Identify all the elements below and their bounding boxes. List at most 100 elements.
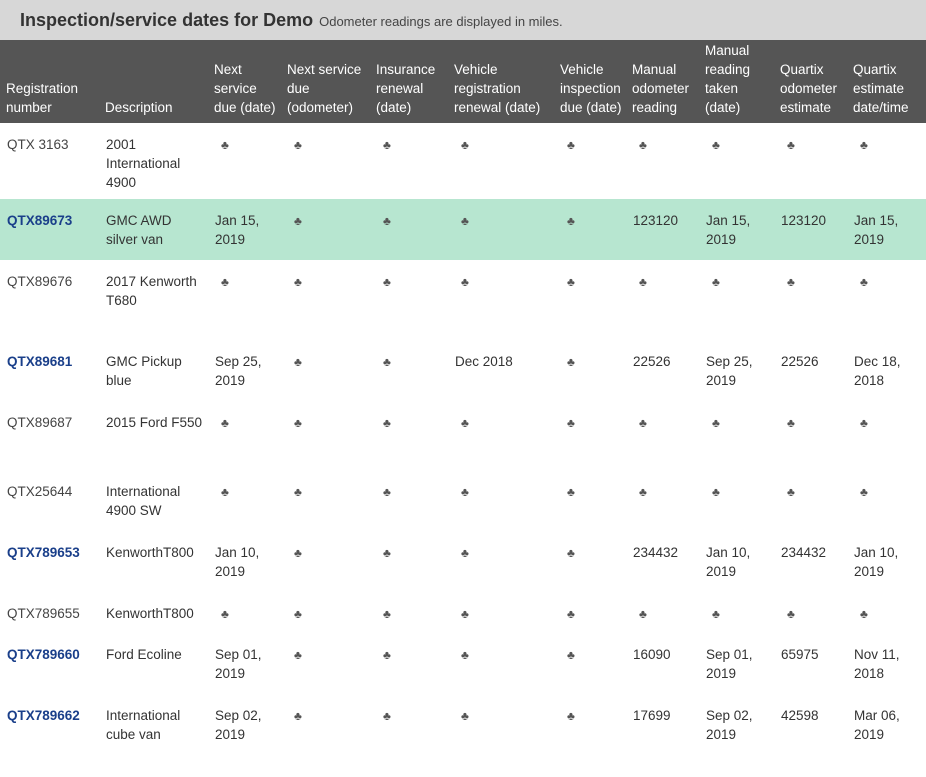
next-service-date-cell: ♣ bbox=[208, 592, 281, 633]
table-row: QTX789660 Ford Ecoline Sep 01, 2019 ♣ ♣ ♣ ♣ 160… bbox=[0, 633, 926, 694]
next-service-date-cell: ♣ bbox=[208, 470, 281, 531]
insurance-renewal-cell: ♣ bbox=[370, 470, 448, 531]
insurance-renewal-cell: ♣ bbox=[370, 401, 448, 470]
column-header-next-service-date[interactable]: Next service due (date) bbox=[208, 40, 281, 123]
insurance-renewal-cell: ♣ bbox=[370, 123, 448, 199]
quartix-odometer-cell: 22526 bbox=[781, 354, 819, 369]
column-header-inspection-due[interactable]: Vehicle inspection due (date) bbox=[554, 40, 626, 123]
next-service-odometer-cell: ♣ bbox=[281, 340, 370, 401]
empty-value-icon: ♣ bbox=[567, 275, 575, 289]
registration-cell: QTX25644 bbox=[0, 470, 99, 531]
description-cell: GMC Pickup blue bbox=[106, 354, 182, 388]
column-header-description[interactable]: Description bbox=[99, 40, 208, 123]
empty-value-icon: ♣ bbox=[294, 546, 302, 560]
manual-odometer-cell: 22526 bbox=[633, 354, 671, 369]
column-header-insurance-renewal[interactable]: Insurance renewal (date) bbox=[370, 40, 448, 123]
inspection-due-cell: ♣ bbox=[554, 633, 626, 694]
empty-value-icon: ♣ bbox=[461, 607, 469, 621]
insurance-renewal-cell: ♣ bbox=[370, 592, 448, 633]
empty-value-icon: ♣ bbox=[221, 275, 229, 289]
inspection-due-cell: ♣ bbox=[554, 531, 626, 592]
registration-renewal-cell: ♣ bbox=[448, 260, 554, 340]
quartix-estimate-date-cell: ♣ bbox=[847, 470, 926, 531]
inspection-due-cell: ♣ bbox=[554, 470, 626, 531]
registration-renewal-cell: ♣ bbox=[448, 401, 554, 470]
description-cell: KenworthT800 bbox=[106, 606, 194, 621]
manual-odometer-cell: 234432 bbox=[633, 545, 679, 560]
empty-value-icon: ♣ bbox=[712, 275, 720, 289]
table-row: QTX789653 KenworthT800 Jan 10, 2019 ♣ ♣ ♣ ♣ 234… bbox=[0, 531, 926, 592]
column-header-quartix-estimate-date[interactable]: Quartix estimate date/time bbox=[847, 40, 926, 123]
empty-value-icon: ♣ bbox=[383, 138, 391, 152]
empty-value-icon: ♣ bbox=[383, 485, 391, 499]
registration-link[interactable]: QTX89673 bbox=[7, 213, 73, 228]
manual-reading-date-cell: ♣ bbox=[699, 123, 774, 199]
insurance-renewal-cell: ♣ bbox=[370, 633, 448, 694]
quartix-estimate-date-cell: ♣ bbox=[847, 123, 926, 199]
registration-renewal-cell: ♣ bbox=[448, 694, 554, 754]
description-cell: KenworthT800 bbox=[106, 545, 194, 560]
empty-value-icon: ♣ bbox=[294, 138, 302, 152]
registration-cell: QTX789660 bbox=[0, 633, 99, 694]
insurance-renewal-cell: ♣ bbox=[370, 694, 448, 754]
empty-value-icon: ♣ bbox=[567, 355, 575, 369]
column-header-registration-renewal[interactable]: Vehicle registration renewal (date) bbox=[448, 40, 554, 123]
manual-odometer-cell: ♣ bbox=[626, 123, 699, 199]
column-header-quartix-odometer[interactable]: Quartix odometer estimate bbox=[774, 40, 847, 123]
registration-cell: QTX 3163 bbox=[0, 123, 99, 199]
next-service-date-cell: Jan 10, 2019 bbox=[215, 545, 260, 579]
insurance-renewal-cell: ♣ bbox=[370, 199, 448, 260]
registration-text: QTX89676 bbox=[7, 274, 73, 289]
manual-odometer-cell: ♣ bbox=[626, 470, 699, 531]
table-row: QTX89681 GMC Pickup blue Sep 25, 2019 ♣ ♣ Dec… bbox=[0, 340, 926, 401]
empty-value-icon: ♣ bbox=[639, 485, 647, 499]
column-header-manual-reading-date[interactable]: Manual reading taken (date) bbox=[699, 40, 774, 123]
registration-link[interactable]: QTX89681 bbox=[7, 354, 73, 369]
insurance-renewal-cell: ♣ bbox=[370, 340, 448, 401]
empty-value-icon: ♣ bbox=[567, 648, 575, 662]
quartix-odometer-cell: 42598 bbox=[781, 708, 819, 723]
next-service-odometer-cell: ♣ bbox=[281, 123, 370, 199]
registration-text: QTX89687 bbox=[7, 415, 73, 430]
empty-value-icon: ♣ bbox=[712, 485, 720, 499]
quartix-odometer-cell: 123120 bbox=[774, 199, 847, 260]
page-header: Inspection/service dates for Demo Odomet… bbox=[0, 0, 926, 40]
empty-value-icon: ♣ bbox=[639, 275, 647, 289]
description-cell: International 4900 SW bbox=[106, 484, 181, 518]
column-header-registration-number[interactable]: Registration number bbox=[0, 40, 99, 123]
empty-value-icon: ♣ bbox=[383, 214, 391, 228]
quartix-odometer-cell: ♣ bbox=[774, 260, 847, 340]
empty-value-icon: ♣ bbox=[461, 709, 469, 723]
empty-value-icon: ♣ bbox=[860, 485, 868, 499]
registration-renewal-cell: ♣ bbox=[448, 199, 554, 260]
next-service-date-cell: Sep 25, 2019 bbox=[215, 354, 262, 388]
registration-link[interactable]: QTX789662 bbox=[7, 708, 80, 723]
empty-value-icon: ♣ bbox=[712, 607, 720, 621]
empty-value-icon: ♣ bbox=[221, 485, 229, 499]
empty-value-icon: ♣ bbox=[294, 648, 302, 662]
registration-link[interactable]: QTX789653 bbox=[7, 545, 80, 560]
inspection-due-cell: ♣ bbox=[554, 340, 626, 401]
registration-renewal-cell: ♣ bbox=[448, 531, 554, 592]
empty-value-icon: ♣ bbox=[567, 416, 575, 430]
empty-value-icon: ♣ bbox=[567, 709, 575, 723]
empty-value-icon: ♣ bbox=[294, 416, 302, 430]
page-subtitle: Odometer readings are displayed in miles… bbox=[319, 13, 563, 29]
registration-link[interactable]: QTX789660 bbox=[7, 647, 80, 662]
column-header-next-service-odometer[interactable]: Next service due (odometer) bbox=[281, 40, 370, 123]
next-service-odometer-cell: ♣ bbox=[281, 401, 370, 470]
manual-reading-date-cell: Jan 15, 2019 bbox=[699, 199, 774, 260]
empty-value-icon: ♣ bbox=[712, 138, 720, 152]
insurance-renewal-cell: ♣ bbox=[370, 260, 448, 340]
column-header-manual-odometer[interactable]: Manual odometer reading bbox=[626, 40, 699, 123]
manual-odometer-cell: ♣ bbox=[626, 260, 699, 340]
next-service-odometer-cell: ♣ bbox=[281, 470, 370, 531]
empty-value-icon: ♣ bbox=[383, 355, 391, 369]
empty-value-icon: ♣ bbox=[461, 416, 469, 430]
quartix-odometer-cell: ♣ bbox=[774, 470, 847, 531]
empty-value-icon: ♣ bbox=[294, 485, 302, 499]
empty-value-icon: ♣ bbox=[461, 214, 469, 228]
empty-value-icon: ♣ bbox=[383, 546, 391, 560]
empty-value-icon: ♣ bbox=[567, 607, 575, 621]
empty-value-icon: ♣ bbox=[567, 138, 575, 152]
